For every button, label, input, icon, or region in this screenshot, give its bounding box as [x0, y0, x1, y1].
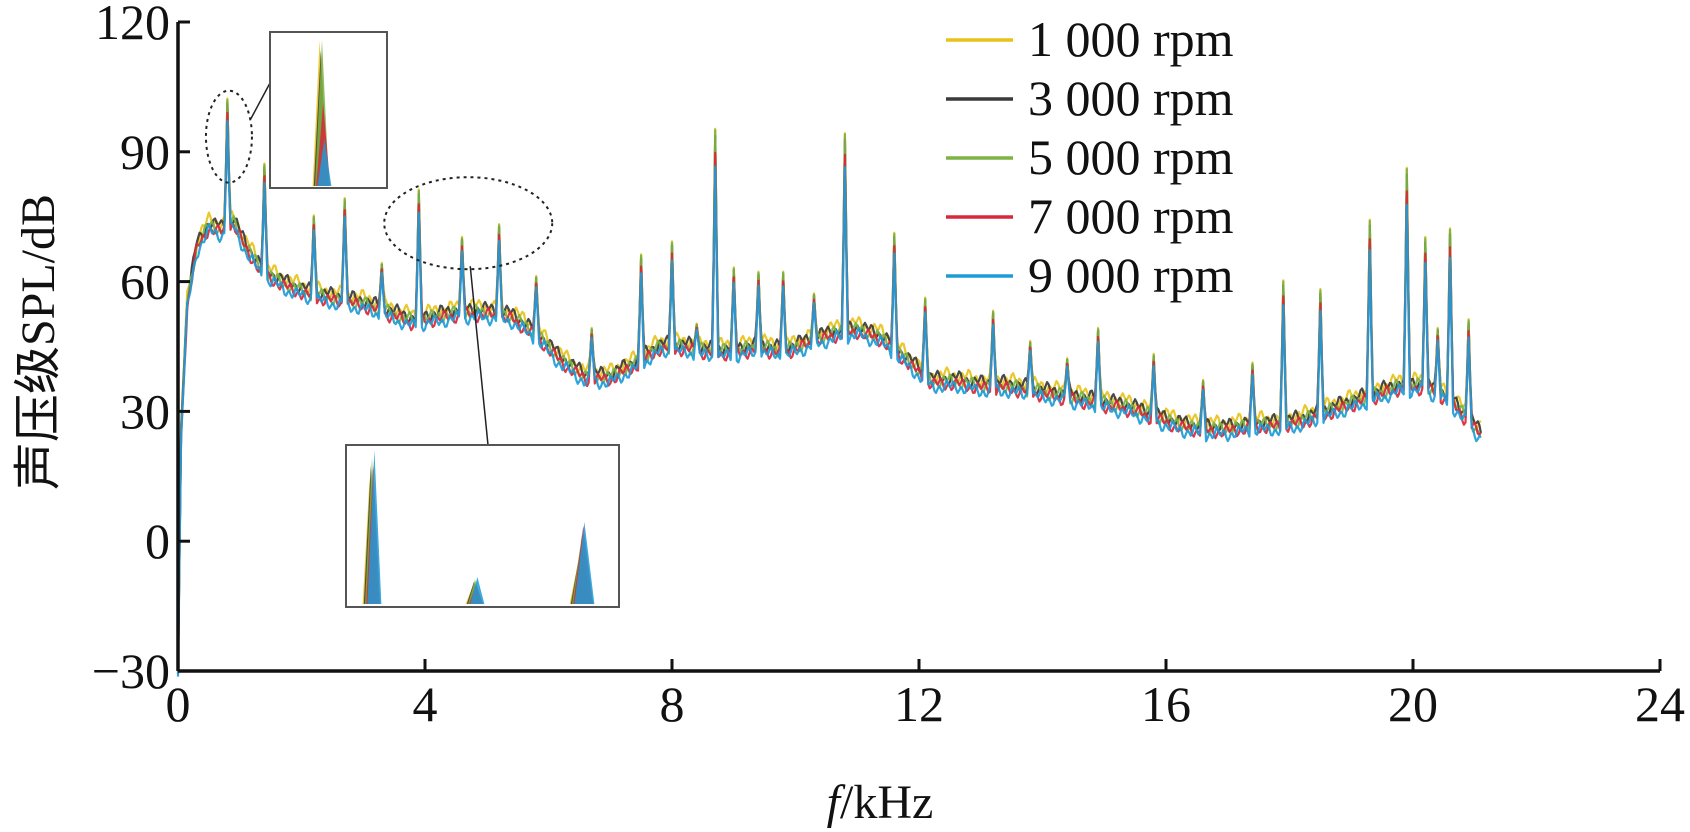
x-tick-label: 12	[894, 676, 944, 732]
x-axis-title-unit: /kHz	[840, 776, 933, 829]
y-ticks: −30 0 30 60 90 120	[92, 0, 190, 699]
inset-spike	[367, 450, 382, 604]
y-tick-label: 0	[145, 513, 170, 569]
y-tick-label: 90	[120, 124, 170, 180]
y-axis-title: 声压级SPL/dB	[12, 194, 65, 490]
legend-label-1: 1 000 rpm	[1028, 11, 1234, 67]
x-tick-label: 24	[1635, 676, 1685, 732]
inset-spike	[317, 139, 332, 186]
series-line-2	[176, 101, 1482, 668]
inset-spike	[470, 577, 485, 604]
legend-label-5: 9 000 rpm	[1028, 247, 1234, 303]
y-tick-label: 60	[120, 254, 170, 310]
x-ticks: 0 4 8 12 16 20 24	[166, 659, 1685, 732]
y-tick-label: −30	[92, 643, 170, 699]
inset-spike	[574, 522, 595, 604]
y-tick-label: 120	[95, 0, 170, 50]
zoom-inset-2	[345, 444, 620, 608]
series-line-5	[176, 120, 1482, 677]
legend-label-4: 7 000 rpm	[1028, 188, 1234, 244]
x-tick-label: 20	[1388, 676, 1438, 732]
x-tick-label: 8	[660, 676, 685, 732]
y-tick-label: 30	[120, 383, 170, 439]
x-tick-label: 16	[1141, 676, 1191, 732]
annotation-layer	[204, 82, 554, 446]
zoom-ellipse-1	[204, 89, 253, 184]
zoom-ellipse-2	[383, 176, 554, 271]
x-tick-label: 0	[166, 676, 191, 732]
zoom-inset-1	[269, 31, 388, 189]
series-layer	[176, 97, 1482, 677]
legend-label-3: 5 000 rpm	[1028, 129, 1234, 185]
x-tick-label: 4	[413, 676, 438, 732]
legend-label-2: 3 000 rpm	[1028, 70, 1234, 126]
inset-layer	[269, 31, 620, 608]
zoom-connector-1	[250, 82, 271, 120]
zoom-connector-2	[469, 266, 489, 446]
x-axis-title: f/kHz	[827, 776, 934, 829]
